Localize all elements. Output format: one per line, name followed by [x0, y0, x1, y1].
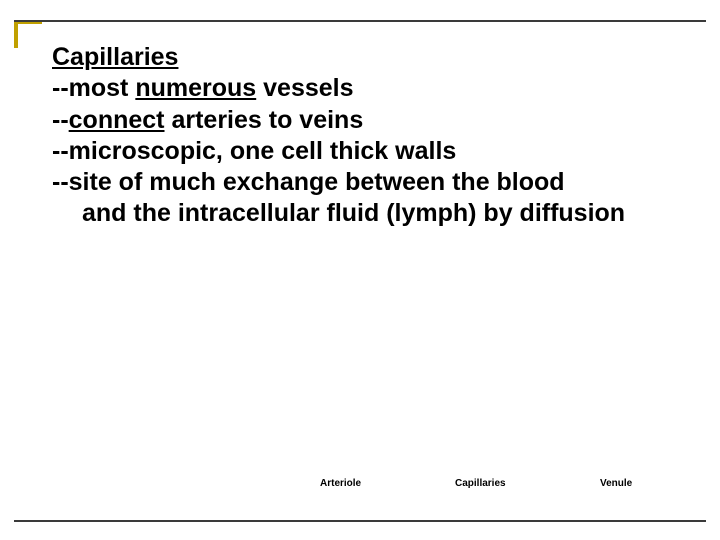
- label-arteriole: Arteriole: [320, 478, 361, 489]
- bullet-3: --microscopic, one cell thick walls: [52, 136, 680, 167]
- bullet-text: vessels: [256, 74, 353, 102]
- bullet-2: --connect arteries to veins: [52, 105, 680, 136]
- bullet-underline: numerous: [135, 74, 256, 102]
- bullet-continuation: and the intracellular fluid (lymph) by d…: [52, 198, 680, 229]
- slide-content: Capillaries --most numerous vessels --co…: [52, 42, 680, 230]
- bullet-prefix: --: [52, 106, 69, 134]
- bullet-4: --site of much exchange between the bloo…: [52, 167, 680, 230]
- bullet-text: arteries to veins: [165, 106, 364, 134]
- bullet-text: site of much exchange between the blood: [69, 168, 565, 196]
- bullet-text: microscopic, one cell thick walls: [69, 137, 457, 165]
- bullet-prefix: --: [52, 137, 69, 165]
- label-venule: Venule: [600, 478, 632, 489]
- label-capillaries: Capillaries: [455, 478, 506, 489]
- bullet-prefix: --: [52, 74, 69, 102]
- bullet-1: --most numerous vessels: [52, 73, 680, 104]
- capillary-diagram: Arteriole Capillaries Venule: [300, 350, 640, 500]
- slide-title: Capillaries: [52, 43, 178, 71]
- bullet-prefix: --: [52, 168, 69, 196]
- bullet-underline: connect: [69, 106, 165, 134]
- bullet-text: most: [69, 74, 136, 102]
